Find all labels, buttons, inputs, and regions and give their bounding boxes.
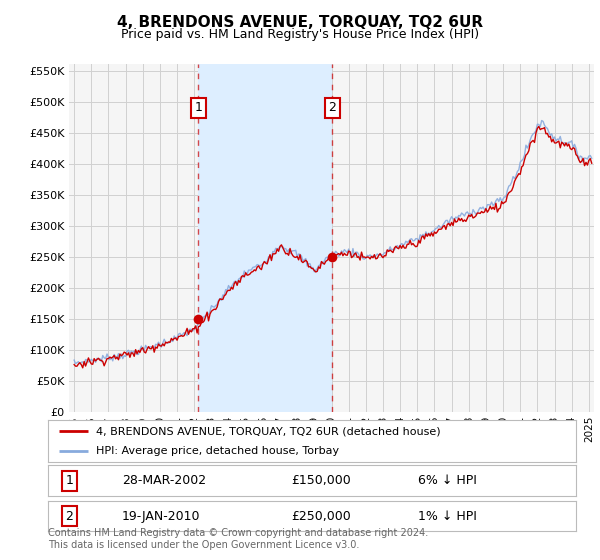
Text: 4, BRENDONS AVENUE, TORQUAY, TQ2 6UR: 4, BRENDONS AVENUE, TORQUAY, TQ2 6UR: [117, 15, 483, 30]
Text: Contains HM Land Registry data © Crown copyright and database right 2024.
This d: Contains HM Land Registry data © Crown c…: [48, 528, 428, 550]
Text: HPI: Average price, detached house, Torbay: HPI: Average price, detached house, Torb…: [95, 446, 338, 456]
Text: 19-JAN-2010: 19-JAN-2010: [122, 510, 200, 522]
Text: 2: 2: [328, 101, 336, 114]
Text: 28-MAR-2002: 28-MAR-2002: [122, 474, 206, 487]
Text: 2: 2: [65, 510, 73, 522]
Text: £150,000: £150,000: [291, 474, 350, 487]
Text: 1: 1: [194, 101, 202, 114]
Bar: [198, 64, 332, 412]
Text: 4, BRENDONS AVENUE, TORQUAY, TQ2 6UR (detached house): 4, BRENDONS AVENUE, TORQUAY, TQ2 6UR (de…: [95, 426, 440, 436]
Text: 1: 1: [65, 474, 73, 487]
Text: 6% ↓ HPI: 6% ↓ HPI: [418, 474, 476, 487]
Text: Price paid vs. HM Land Registry's House Price Index (HPI): Price paid vs. HM Land Registry's House …: [121, 28, 479, 41]
Text: £250,000: £250,000: [291, 510, 350, 522]
Text: 1% ↓ HPI: 1% ↓ HPI: [418, 510, 476, 522]
